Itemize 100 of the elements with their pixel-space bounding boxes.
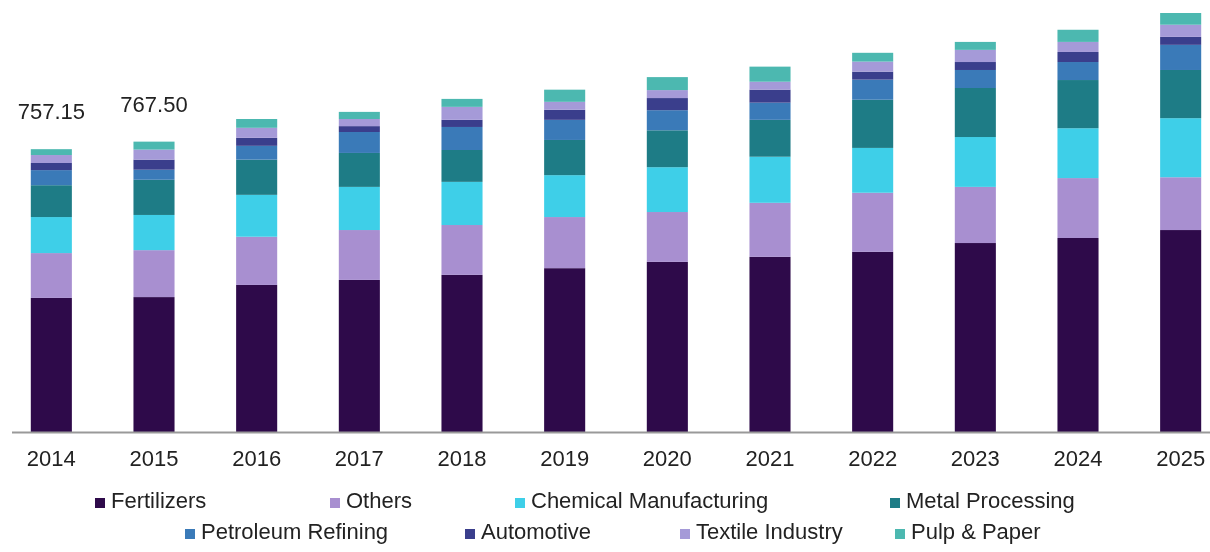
bar xyxy=(441,98,483,107)
bar xyxy=(30,185,72,218)
bar xyxy=(852,52,894,62)
bar xyxy=(30,170,72,186)
bar xyxy=(441,126,483,151)
bar xyxy=(954,41,996,50)
x-tick-label: 2025 xyxy=(1156,446,1206,471)
bar xyxy=(1057,128,1099,179)
legend-label: Textile Industry xyxy=(696,519,843,544)
bar xyxy=(544,119,586,140)
bar xyxy=(441,274,483,432)
bar xyxy=(236,137,278,146)
bar xyxy=(441,181,483,226)
bar xyxy=(30,253,72,298)
annotation: 767.50 xyxy=(120,91,188,117)
bar xyxy=(133,297,175,432)
bar xyxy=(338,126,380,132)
bar xyxy=(852,71,894,80)
bar xyxy=(1057,41,1099,52)
bar xyxy=(1057,238,1099,432)
x-tick-label: 2023 xyxy=(950,446,1000,471)
bar xyxy=(749,202,791,257)
bar xyxy=(338,152,380,187)
bar xyxy=(236,119,278,128)
bar xyxy=(852,99,894,148)
bar xyxy=(646,130,688,168)
bar xyxy=(646,212,688,262)
bar xyxy=(954,69,996,88)
bar xyxy=(544,217,586,269)
bar xyxy=(338,279,380,432)
bar xyxy=(544,109,586,120)
bar xyxy=(852,251,894,432)
bar xyxy=(749,119,791,157)
bar xyxy=(1160,44,1202,70)
legend-label: Fertilizers xyxy=(111,488,207,513)
bar xyxy=(1160,36,1202,45)
bar xyxy=(1160,13,1202,25)
bar xyxy=(954,186,996,244)
bar xyxy=(749,81,791,90)
bar xyxy=(1160,177,1202,231)
bar xyxy=(133,169,175,180)
bar xyxy=(30,149,72,156)
legend-label: Others xyxy=(346,488,413,513)
bar xyxy=(852,192,894,252)
bar xyxy=(236,159,278,195)
bar xyxy=(338,186,380,231)
bar xyxy=(1160,69,1202,119)
bar xyxy=(544,268,586,432)
bar xyxy=(1057,80,1099,129)
bar xyxy=(338,119,380,127)
legend-label: Petroleum Refining xyxy=(201,519,389,544)
bar xyxy=(749,89,791,103)
x-tick-label: 2020 xyxy=(642,446,692,471)
x-tick-label: 2024 xyxy=(1053,446,1103,471)
bar xyxy=(133,250,175,298)
bar xyxy=(646,90,688,99)
bar xyxy=(749,102,791,120)
bar xyxy=(954,243,996,432)
bar xyxy=(236,284,278,432)
bar xyxy=(30,297,72,432)
annotation: 757.15 xyxy=(17,99,85,125)
bar xyxy=(954,49,996,63)
bar xyxy=(852,147,894,193)
bar xyxy=(646,261,688,432)
x-tick-label: 2014 xyxy=(26,446,76,471)
bar xyxy=(236,236,278,285)
bar xyxy=(544,89,586,102)
bar xyxy=(1160,24,1202,37)
bar xyxy=(544,175,586,218)
x-tick-label: 2017 xyxy=(334,446,384,471)
bar xyxy=(133,149,175,160)
bar xyxy=(236,127,278,138)
x-tick-label: 2016 xyxy=(232,446,282,471)
bar xyxy=(544,139,586,176)
legend-label: Pulp & Paper xyxy=(911,519,1041,544)
bar xyxy=(646,98,688,111)
bar xyxy=(133,214,175,251)
x-tick-label: 2022 xyxy=(848,446,898,471)
bar xyxy=(236,194,278,237)
bar xyxy=(338,230,380,280)
bar xyxy=(646,77,688,91)
x-tick-label: 2019 xyxy=(540,446,590,471)
bar xyxy=(749,66,791,82)
x-tick-label: 2021 xyxy=(745,446,795,471)
bar xyxy=(30,155,72,163)
x-tick-label: 2018 xyxy=(437,446,487,471)
bar xyxy=(133,179,175,215)
bar xyxy=(544,101,586,110)
bar xyxy=(1057,178,1099,238)
bar xyxy=(852,79,894,100)
bar xyxy=(133,159,175,170)
bar xyxy=(441,106,483,120)
bar xyxy=(954,62,996,70)
bar xyxy=(1057,29,1099,42)
bar xyxy=(1057,62,1099,81)
legend-label: Automotive xyxy=(481,519,592,544)
bar xyxy=(749,256,791,432)
bar xyxy=(30,217,72,254)
legend-label: Chemical Manufacturing xyxy=(531,488,769,513)
bar xyxy=(338,111,380,120)
